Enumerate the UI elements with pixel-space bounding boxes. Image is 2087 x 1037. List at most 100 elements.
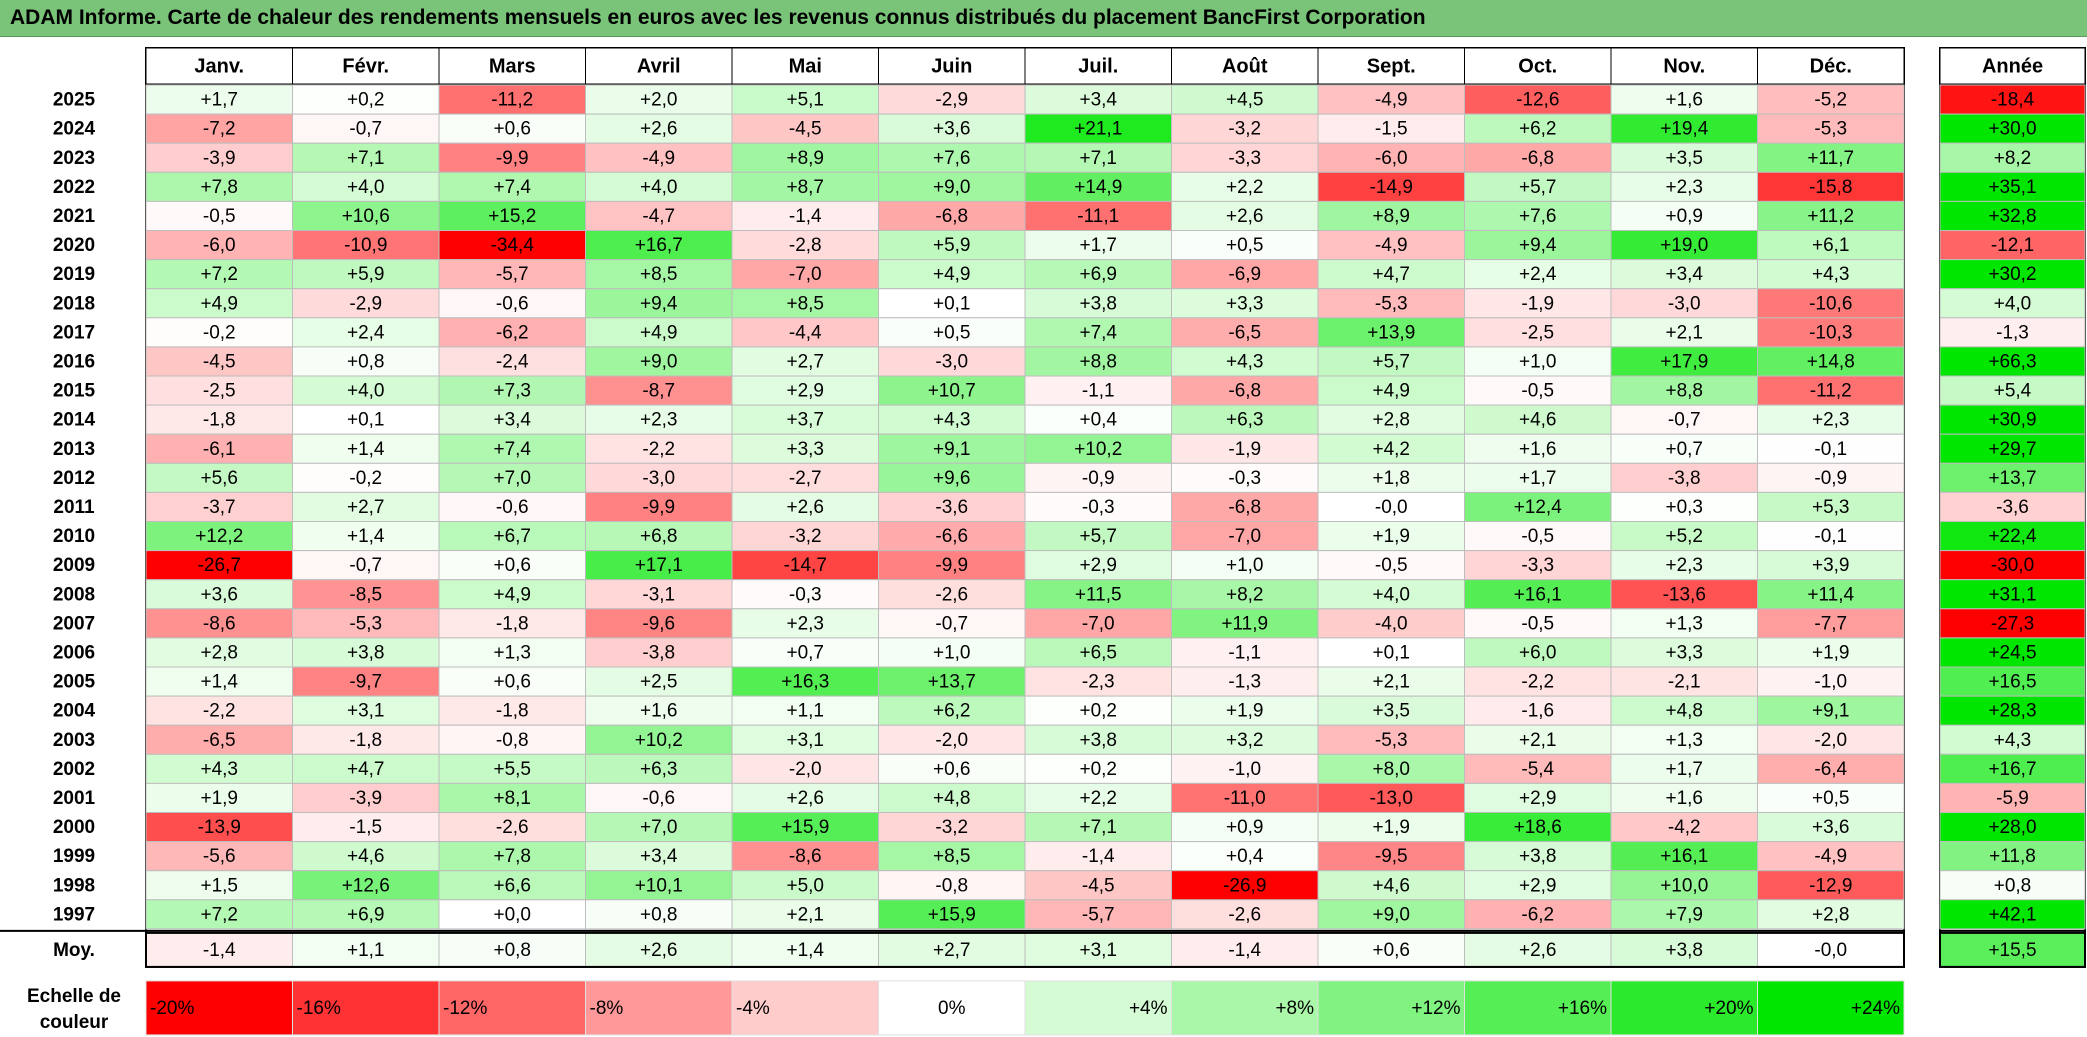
cell-value: -1,3 xyxy=(1228,672,1261,693)
color-scale-step: -4% xyxy=(736,998,770,1019)
average-value: +1,1 xyxy=(347,940,385,961)
heatmap-cell xyxy=(1171,404,1319,435)
cell-value: -2,0 xyxy=(1814,730,1847,751)
heatmap-cell xyxy=(1757,870,1905,901)
annual-value: +8,2 xyxy=(1994,148,2032,169)
heatmap-cell xyxy=(292,142,440,173)
annual-cell xyxy=(1939,899,2086,930)
heatmap-cell xyxy=(292,375,440,406)
color-scale-step: -8% xyxy=(590,998,624,1019)
cell-value: +8,8 xyxy=(1079,351,1117,372)
cell-value: +2,8 xyxy=(200,642,238,663)
cell-value: +4,3 xyxy=(200,759,238,780)
heatmap-cell xyxy=(1171,84,1319,115)
cell-value: +7,4 xyxy=(493,177,531,198)
year-label: 1997 xyxy=(53,904,95,925)
heatmap-cell xyxy=(292,782,440,814)
heatmap-cell xyxy=(292,521,440,552)
cell-value: -6,4 xyxy=(1814,759,1847,780)
cell-value: +8,2 xyxy=(1226,584,1264,605)
cell-value: +2,1 xyxy=(786,904,824,925)
heatmap-cell xyxy=(1464,230,1612,261)
heatmap-cell xyxy=(731,695,879,726)
cell-value: +1,9 xyxy=(1372,817,1410,838)
cell-value: -9,9 xyxy=(642,497,675,518)
heatmap-cell xyxy=(292,317,440,348)
year-label: 2007 xyxy=(53,613,95,634)
heatmap-cell xyxy=(292,812,440,843)
heatmap-cell xyxy=(438,433,586,464)
cell-value: -2,2 xyxy=(203,701,236,722)
year-label: 2015 xyxy=(53,381,96,402)
cell-value: +0,5 xyxy=(1226,235,1264,256)
heatmap-cell xyxy=(1024,404,1172,435)
color-scale-step: 0% xyxy=(938,998,966,1019)
heatmap-cell xyxy=(438,579,586,610)
heatmap-cell xyxy=(1464,404,1612,435)
cell-value: -5,6 xyxy=(203,846,236,867)
cell-value: -4,0 xyxy=(1375,613,1408,634)
cell-value: +0,4 xyxy=(1079,410,1117,431)
cell-value: +19,4 xyxy=(1660,119,1709,140)
cell-value: +16,3 xyxy=(781,672,829,693)
cell-value: -1,8 xyxy=(349,730,382,751)
heatmap-cell xyxy=(438,200,586,231)
heatmap-cell xyxy=(1171,782,1319,814)
heatmap-cell xyxy=(1464,724,1612,755)
cell-value: +4,2 xyxy=(1372,439,1410,460)
heatmap-cell xyxy=(878,84,1026,115)
cell-value: +6,6 xyxy=(493,875,531,896)
cell-value: -0,7 xyxy=(349,555,382,576)
cell-value: +11,4 xyxy=(1807,584,1854,605)
heatmap-cell xyxy=(1757,259,1905,290)
heatmap-cell xyxy=(585,142,733,173)
average-annual-frame xyxy=(1939,931,2086,968)
month-header-cell xyxy=(438,47,586,85)
cell-value: +4,0 xyxy=(640,177,678,198)
cell-value: +15,9 xyxy=(781,817,829,838)
heatmap-cell xyxy=(878,317,1026,348)
cell-value: +1,9 xyxy=(1812,642,1850,663)
heatmap-cell xyxy=(1171,753,1319,784)
cell-value: -15,8 xyxy=(1809,177,1852,198)
month-header: Sept. xyxy=(1367,55,1416,77)
heatmap-cell xyxy=(585,753,733,784)
heatmap-cell xyxy=(1171,724,1319,755)
cell-value: -1,8 xyxy=(496,701,529,722)
heatmap-cell xyxy=(1464,812,1612,843)
cell-value: +1,7 xyxy=(200,90,238,111)
heatmap-cell xyxy=(1610,812,1758,843)
annual-value: +24,5 xyxy=(1988,642,2036,663)
heatmap-cell xyxy=(1464,608,1612,639)
heatmap-cell xyxy=(1757,666,1905,697)
cell-value: +5,5 xyxy=(493,759,531,780)
cell-value: -7,0 xyxy=(1228,526,1261,547)
cell-value: -0,7 xyxy=(935,613,968,634)
cell-value: -1,1 xyxy=(1228,642,1261,663)
cell-value: +0,9 xyxy=(1665,206,1703,227)
cell-value: -8,5 xyxy=(349,584,382,605)
cell-value: -6,8 xyxy=(1521,148,1554,169)
heatmap-cell xyxy=(1464,288,1612,319)
cell-value: +1,5 xyxy=(200,875,238,896)
heatmap-cell xyxy=(1171,491,1319,522)
annual-value: -5,9 xyxy=(1996,788,2029,809)
cell-value: -7,2 xyxy=(203,119,236,140)
cell-value: -2,6 xyxy=(1228,904,1261,925)
annual-value: -12,1 xyxy=(1991,235,2034,256)
cell-value: +1,3 xyxy=(493,642,531,663)
cell-value: -3,2 xyxy=(935,817,968,838)
cell-value: -2,9 xyxy=(935,90,968,111)
cell-value: +9,1 xyxy=(933,439,971,460)
heatmap-cell xyxy=(878,259,1026,290)
cell-value: +8,5 xyxy=(933,846,971,867)
average-value: +3,1 xyxy=(1079,940,1117,961)
heatmap-cell xyxy=(438,753,586,784)
month-header: Août xyxy=(1222,55,1268,77)
heatmap-cell xyxy=(585,375,733,406)
heatmap-cell xyxy=(585,84,733,115)
heatmap-cell xyxy=(438,812,586,843)
year-label: 2016 xyxy=(53,351,95,372)
cell-value: +2,6 xyxy=(786,788,824,809)
color-scale-swatch xyxy=(1757,980,1905,1036)
